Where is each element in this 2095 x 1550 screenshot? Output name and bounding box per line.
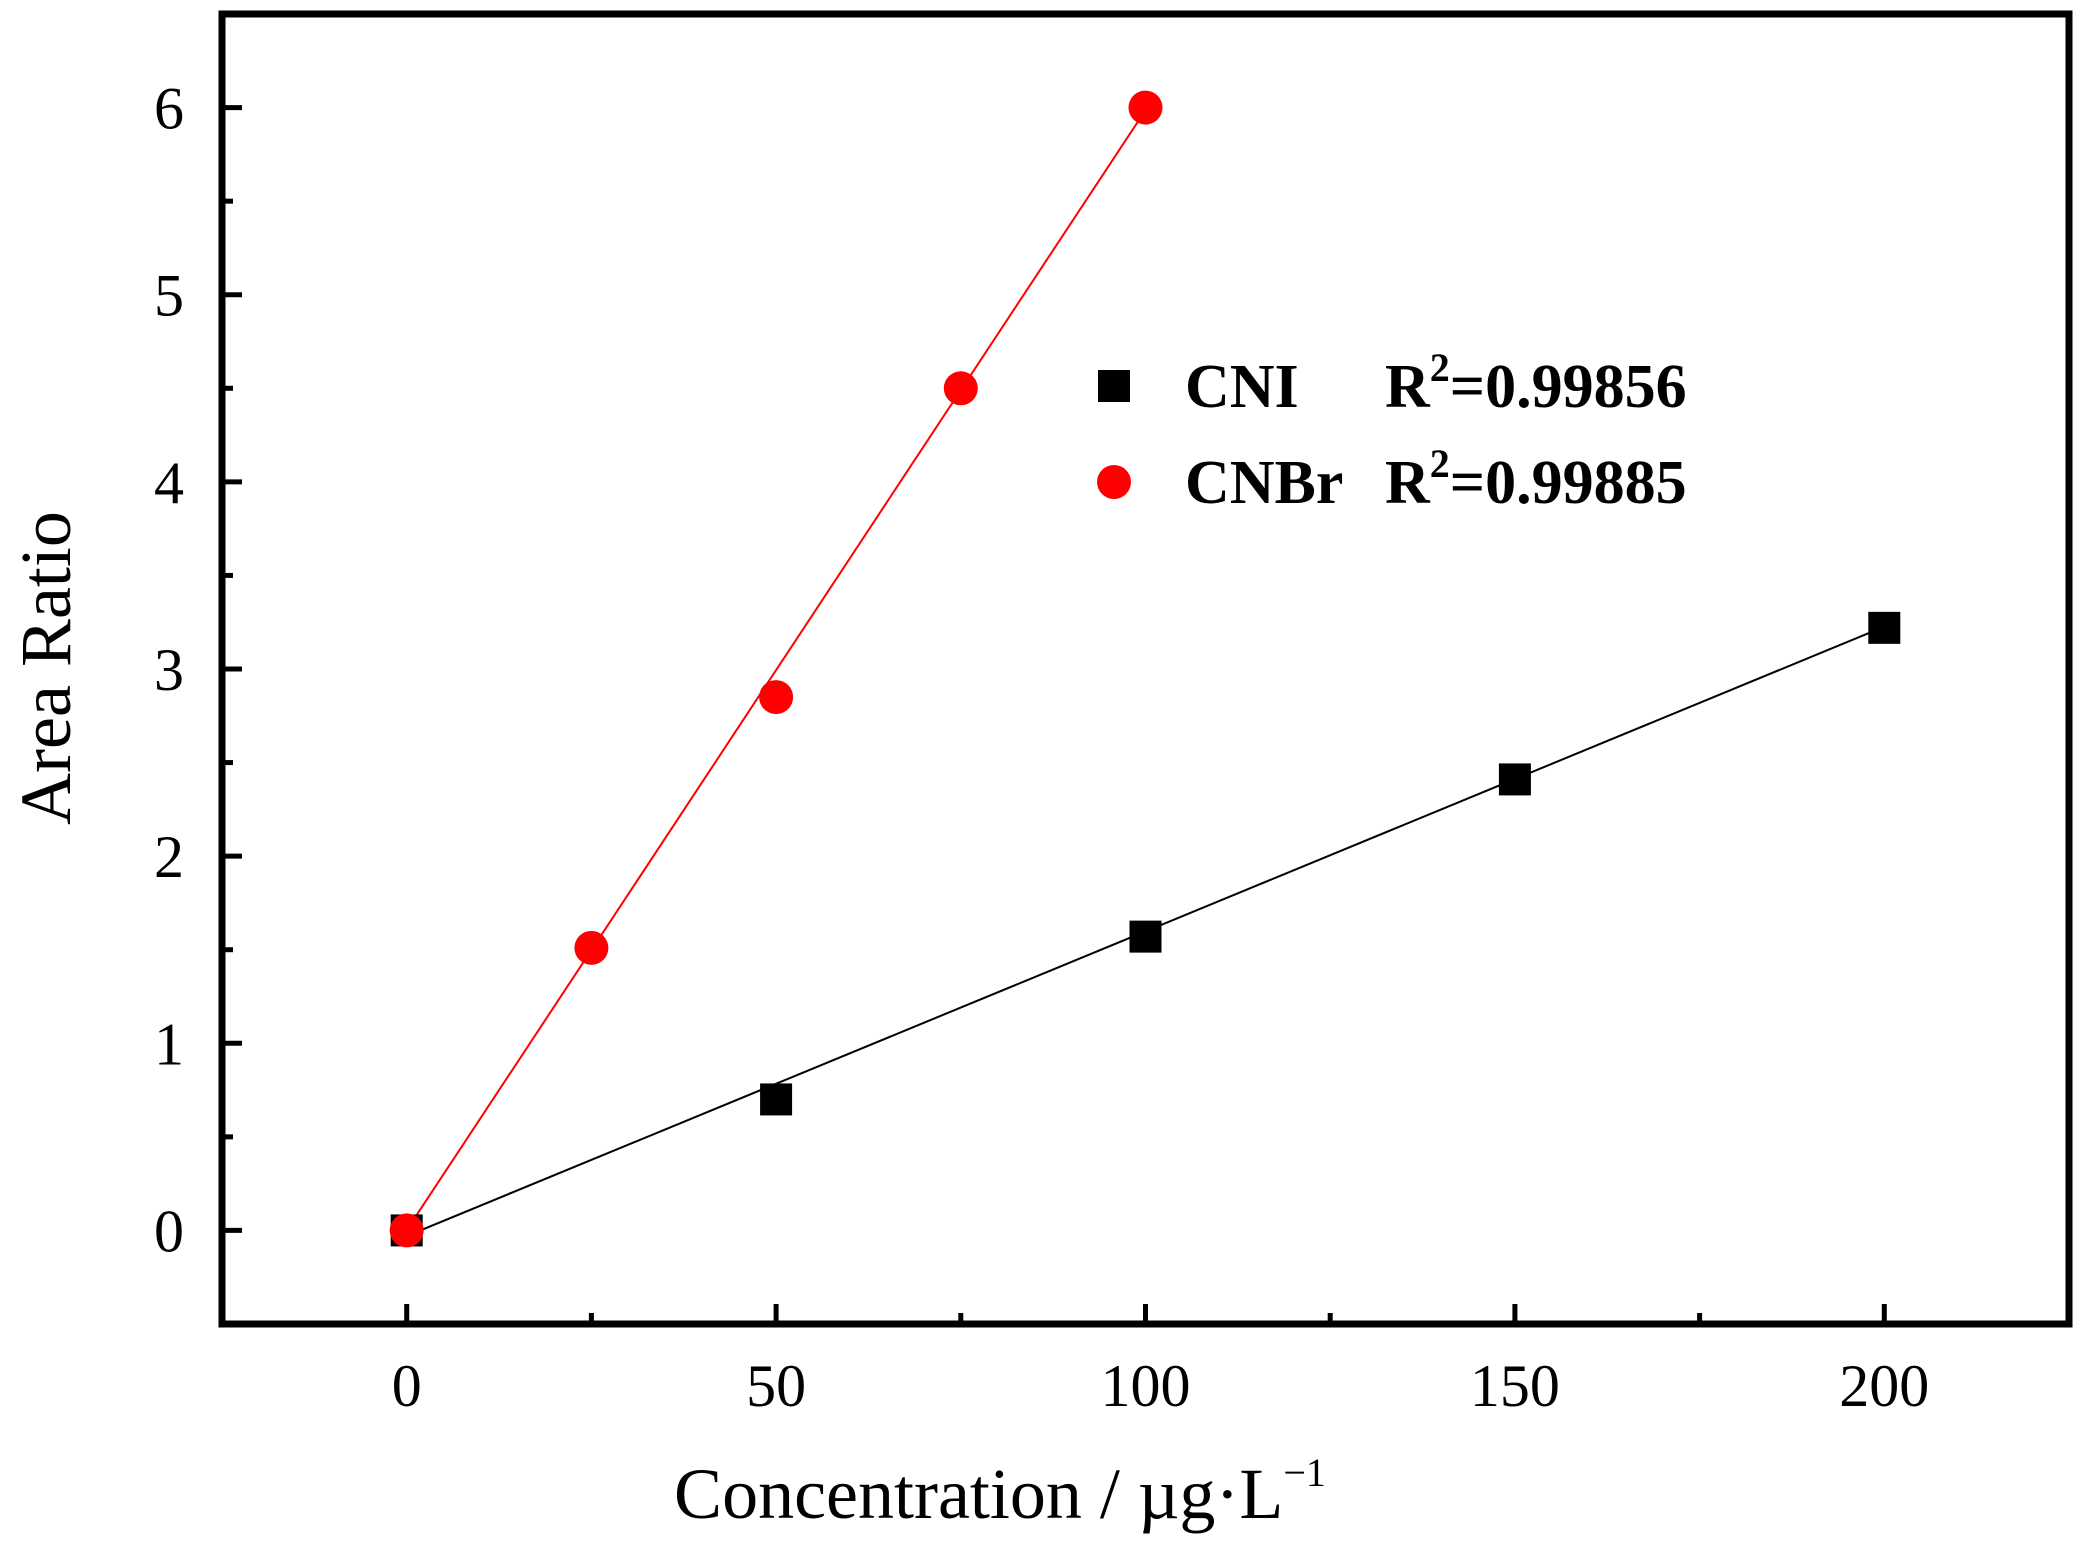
tick-marks — [222, 105, 1887, 1324]
x-tick-label: 50 — [746, 1353, 806, 1419]
legend-label-cni: CNI R2=0.99856 — [1185, 345, 1687, 421]
y-tick-label: 2 — [154, 824, 184, 890]
y-tick-label: 3 — [154, 637, 184, 703]
x-tick-label: 200 — [1839, 1353, 1929, 1419]
legend-marker-cni — [1098, 370, 1130, 402]
legend-marker-cnbr — [1097, 465, 1131, 499]
legend-r2-value-cnbr: =0.99885 — [1450, 449, 1687, 517]
legend: CNI R2=0.99856 CNBr R2=0.99885 — [1097, 345, 1687, 517]
legend-r2-prefix-cnbr: R — [1385, 449, 1431, 517]
legend-r2-prefix-cni: R — [1385, 353, 1431, 421]
legend-r2-value-cni: =0.99856 — [1450, 353, 1687, 421]
point-cnbr — [1128, 90, 1163, 125]
legend-name-cnbr: CNBr — [1185, 449, 1343, 517]
plot-frame — [218, 10, 2073, 1328]
legend-name-cni: CNI — [1185, 353, 1299, 421]
x-axis-title-superscript: −1 — [1283, 1450, 1326, 1495]
point-cnbr — [389, 1213, 424, 1248]
x-axis-title-text: Concentration / µg·L — [674, 1454, 1283, 1534]
y-tick-label: 4 — [154, 450, 184, 516]
tick-labels: 0 50 100 150 200 0 1 2 3 4 5 6 — [154, 76, 1929, 1419]
legend-r2-exp-cnbr: 2 — [1430, 441, 1450, 486]
point-cnbr — [759, 680, 794, 715]
y-axis-title: Area Ratio — [6, 511, 86, 825]
y-tick-label: 5 — [154, 263, 184, 329]
y-tick-label: 1 — [154, 1011, 184, 1077]
point-cni — [1868, 611, 1901, 644]
x-tick-label: 150 — [1470, 1353, 1560, 1419]
point-cni — [1129, 920, 1162, 953]
y-tick-label: 6 — [154, 76, 184, 142]
x-axis-title: Concentration / µg·L−1 — [674, 1450, 1326, 1534]
data-points — [389, 90, 1901, 1248]
point-cnbr — [943, 371, 978, 406]
point-cnbr — [574, 930, 609, 965]
x-tick-label: 100 — [1101, 1353, 1191, 1419]
fit-lines — [405, 109, 1885, 1237]
legend-r2-exp-cni: 2 — [1430, 345, 1450, 390]
legend-label-cnbr: CNBr R2=0.99885 — [1185, 441, 1687, 517]
point-cni — [1498, 763, 1531, 796]
fit-line-cnbr — [405, 109, 1147, 1231]
y-tick-label: 0 — [154, 1198, 184, 1264]
point-cni — [760, 1083, 793, 1116]
x-tick-label: 0 — [392, 1353, 422, 1419]
